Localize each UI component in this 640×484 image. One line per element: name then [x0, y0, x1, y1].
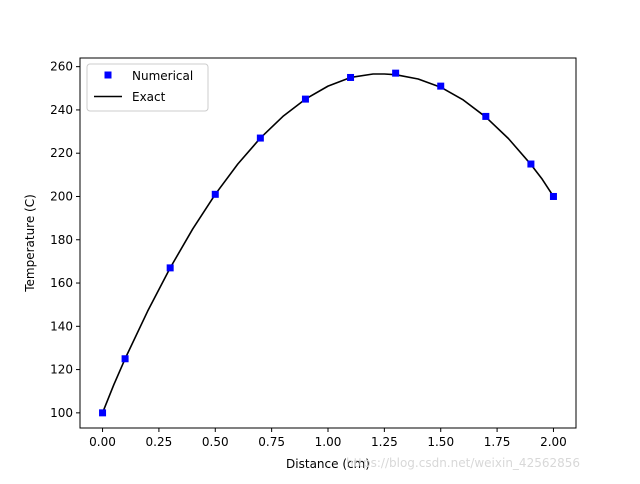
x-tick-label: 1.00: [315, 435, 342, 449]
x-tick-label: 1.75: [484, 435, 511, 449]
numerical-data-point: [256, 134, 264, 142]
numerical-data-point: [549, 192, 557, 200]
x-tick-label: 0.25: [146, 435, 173, 449]
numerical-data-point: [482, 112, 490, 120]
y-axis-ticks: 100 120 140 160 180 200 220 240 260: [50, 60, 80, 420]
numerical-data-point: [166, 264, 174, 272]
legend-numerical-label: Numerical: [132, 69, 193, 83]
y-tick-label: 240: [50, 103, 73, 117]
y-tick-label: 220: [50, 146, 73, 160]
numerical-data-point: [392, 69, 400, 77]
exact-series-line: [101, 73, 555, 414]
x-tick-label: 1.50: [427, 435, 454, 449]
x-tick-label: 0.75: [258, 435, 285, 449]
y-tick-label: 140: [50, 319, 73, 333]
numerical-data-point: [121, 355, 129, 363]
x-axis-ticks: 0.00 0.25 0.50 0.75 1.00 1.25 1.50 1.75 2.00: [89, 428, 567, 449]
x-axis-title: Distance (cm): [286, 457, 370, 471]
x-tick-label: 0.50: [202, 435, 229, 449]
numerical-data-point: [527, 160, 535, 168]
y-tick-label: 200: [50, 189, 73, 203]
numerical-data-point: [211, 190, 219, 198]
legend-frame: [86, 63, 209, 112]
numerical-data-point: [437, 82, 445, 90]
series-layer: [99, 69, 557, 417]
y-tick-label: 260: [50, 60, 73, 74]
x-tick-label: 0.00: [89, 435, 116, 449]
legend-exact-label: Exact: [132, 90, 166, 104]
x-tick-label: 2.00: [540, 435, 567, 449]
numerical-data-point: [347, 73, 355, 81]
y-tick-label: 160: [50, 276, 73, 290]
y-axis-title: Temperature (C): [23, 194, 37, 293]
numerical-data-point: [99, 409, 107, 417]
y-tick-label: 120: [50, 363, 73, 377]
numerical-data-point: [301, 95, 309, 103]
watermark-text: https://blog.csdn.net/weixin_42562856: [346, 456, 580, 470]
x-tick-label: 1.25: [371, 435, 398, 449]
y-tick-label: 100: [50, 406, 73, 420]
y-tick-label: 180: [50, 233, 73, 247]
legend: Numerical Exact: [86, 63, 209, 112]
legend-numerical-marker: [104, 71, 112, 79]
